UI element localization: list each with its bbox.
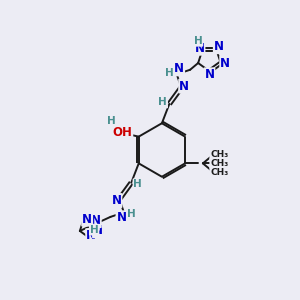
Text: N: N: [179, 80, 189, 93]
Text: N: N: [204, 68, 214, 81]
Text: N: N: [111, 194, 122, 207]
Text: N: N: [82, 213, 92, 226]
Text: H: H: [107, 116, 116, 126]
Text: CH₃: CH₃: [210, 159, 228, 168]
Text: H: H: [158, 98, 167, 107]
Text: N: N: [214, 40, 224, 53]
Text: N: N: [220, 56, 230, 70]
Text: N: N: [86, 229, 96, 242]
Text: H: H: [127, 209, 136, 219]
Text: H: H: [134, 179, 142, 189]
Text: N: N: [174, 62, 184, 75]
Text: OH: OH: [112, 126, 132, 139]
Text: CH₃: CH₃: [210, 150, 228, 159]
Text: H: H: [90, 225, 98, 235]
Text: N: N: [91, 214, 101, 227]
Text: H: H: [165, 68, 174, 78]
Text: CH₃: CH₃: [210, 168, 228, 177]
Text: N: N: [116, 211, 127, 224]
Text: N: N: [93, 224, 103, 238]
Text: H: H: [194, 36, 202, 46]
Text: N: N: [194, 42, 205, 55]
